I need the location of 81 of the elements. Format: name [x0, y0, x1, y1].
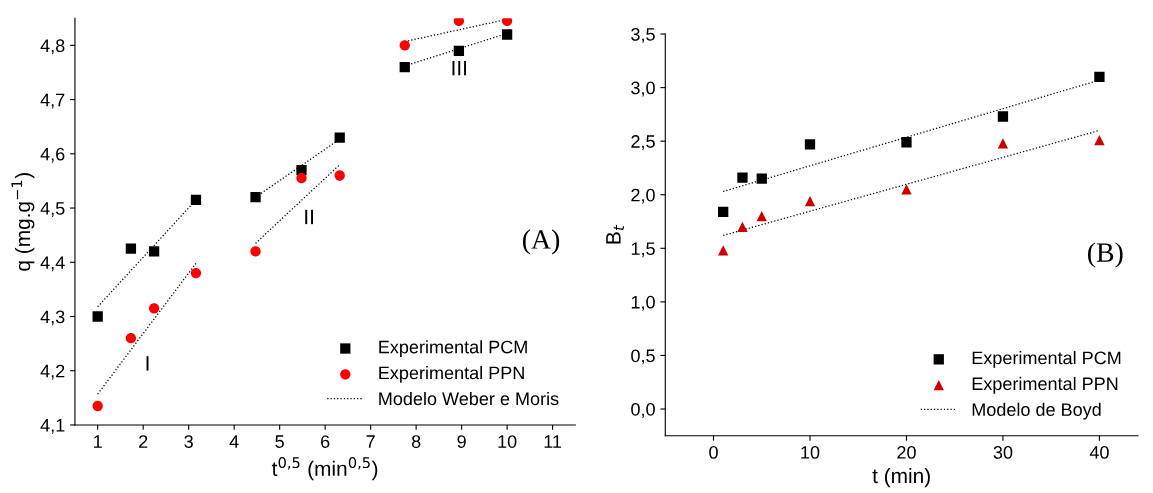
annotation: (B) — [1088, 242, 1123, 268]
x-axis-title: t (min) — [872, 467, 930, 488]
y-tick-label: 4,4 — [40, 256, 65, 272]
y-tick-label: 1,0 — [631, 295, 655, 311]
y-tick-label: 0,5 — [631, 349, 655, 365]
x-tick-label: 2 — [139, 435, 148, 448]
point — [718, 206, 729, 218]
x-tick-label: 11 — [544, 435, 562, 448]
y-tick-label: 1,5 — [631, 242, 655, 258]
x-tick-label: 10 — [801, 446, 820, 459]
point — [756, 173, 767, 184]
point — [190, 267, 202, 279]
point — [334, 170, 345, 181]
y-tick-label: 4,2 — [40, 364, 65, 380]
legend-label: Experimental PCM — [972, 351, 1121, 368]
annotation: I — [146, 356, 149, 371]
point — [901, 137, 912, 148]
point — [92, 400, 103, 412]
annotation: III — [452, 60, 467, 76]
legend-label: Modelo Weber e Moris — [379, 391, 559, 406]
x-tick-label: 4 — [229, 435, 239, 448]
point — [1094, 134, 1105, 146]
point — [190, 194, 202, 206]
point — [737, 172, 748, 183]
point — [501, 18, 513, 27]
point — [901, 184, 912, 195]
x-tick-label: 0 — [709, 446, 718, 459]
x-tick-label: 7 — [366, 435, 375, 448]
legend-label: Experimental PPN — [379, 366, 524, 383]
y-tick-label: 4,6 — [40, 147, 65, 163]
y-tick-label: 4,3 — [40, 310, 65, 326]
y-tick-label: 4,1 — [40, 419, 65, 434]
point — [804, 139, 816, 150]
point — [399, 61, 410, 73]
point — [125, 243, 137, 254]
point — [453, 18, 465, 27]
x-tick-label: 5 — [275, 435, 284, 448]
point — [250, 192, 261, 203]
point — [997, 138, 1009, 149]
point — [250, 246, 261, 257]
x-tick-label: 9 — [457, 435, 466, 448]
y-axis-title: q (mg.g$^{−1}$) — [11, 173, 35, 271]
x-tick-label: 10 — [498, 435, 517, 448]
x-tick-label: 3 — [184, 435, 193, 448]
point — [997, 111, 1009, 122]
point — [501, 29, 513, 40]
point — [125, 333, 137, 344]
x-axis-title: t$^{0,5}$ (min$^{0,5}$) — [271, 457, 378, 481]
y-tick-label: 3,5 — [631, 27, 655, 43]
x-tick-label: 6 — [321, 435, 330, 448]
point — [737, 221, 748, 233]
point — [756, 211, 767, 222]
y-axis-title: B$_{t}$ — [606, 224, 624, 244]
point — [296, 164, 307, 176]
legend-label: Experimental PCM — [379, 340, 527, 357]
x-tick-label: 40 — [1089, 446, 1109, 459]
point — [92, 311, 103, 322]
x-tick-label: 8 — [411, 435, 421, 448]
point — [453, 45, 465, 56]
legend-label: Experimental PPN — [972, 376, 1118, 394]
point — [296, 173, 307, 184]
y-tick-label: 4,7 — [40, 93, 65, 109]
y-tick-label: 3,0 — [631, 81, 655, 97]
point — [804, 196, 816, 207]
y-tick-label: 2,0 — [631, 188, 655, 204]
point — [1094, 71, 1105, 83]
annotation: II — [305, 209, 313, 225]
x-tick-label: 20 — [897, 446, 916, 459]
point — [334, 132, 345, 143]
legend-label: Modelo de Boyd — [972, 402, 1101, 420]
y-tick-label: 4,8 — [40, 39, 65, 55]
point — [718, 245, 729, 256]
point — [148, 246, 160, 257]
point — [148, 303, 160, 314]
x-tick-label: 30 — [993, 446, 1013, 459]
y-tick-label: 0,0 — [631, 402, 655, 418]
x-tick-label: 1 — [94, 435, 102, 448]
y-tick-label: 2,5 — [631, 135, 655, 151]
point — [399, 40, 410, 51]
y-tick-label: 4,5 — [40, 202, 65, 217]
annotation: (A) — [523, 229, 560, 255]
